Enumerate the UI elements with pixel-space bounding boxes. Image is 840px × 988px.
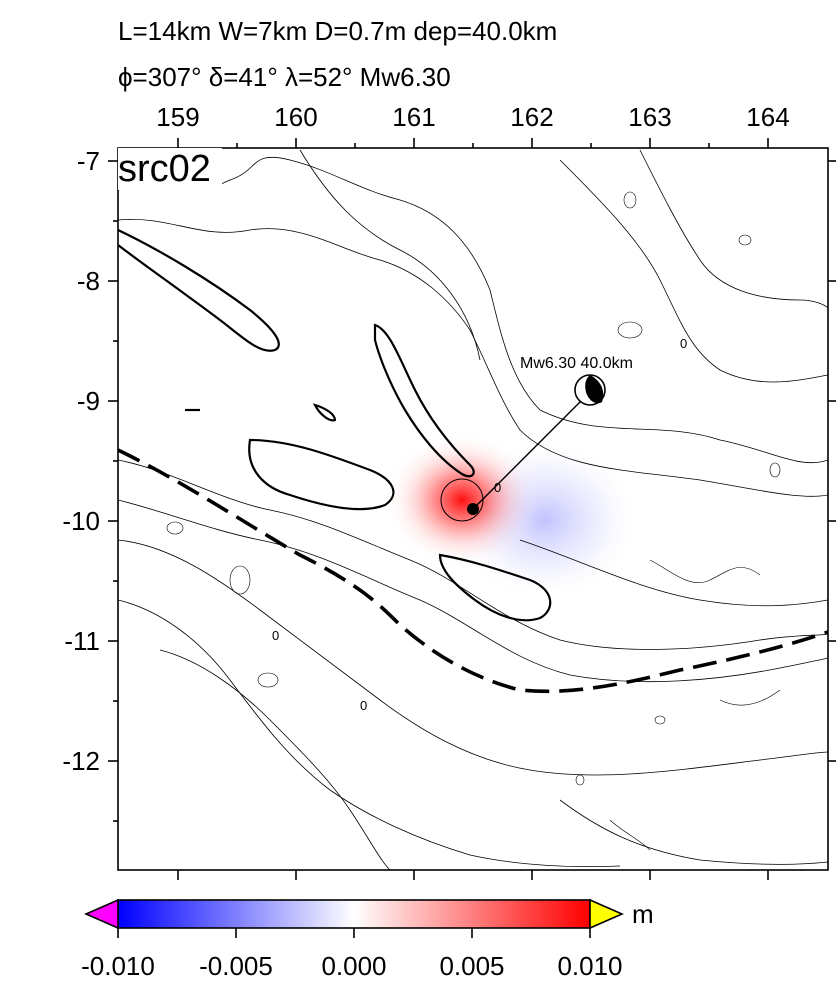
panel-label-bg (118, 148, 222, 190)
contour-label: 0 (680, 336, 687, 351)
lon-tick-label: 161 (392, 102, 435, 132)
lat-tick-label: -8 (77, 266, 100, 296)
lon-tick-label: 164 (746, 102, 789, 132)
uplift-area (384, 432, 540, 568)
source-parameters-line: L=14km W=7km D=0.7m dep=40.0km (118, 16, 558, 46)
colorbar-tick-label: 0.000 (321, 951, 386, 981)
contour-label: 0 (272, 628, 279, 643)
beachball-icon (574, 374, 606, 406)
colorbar-tick-label: -0.005 (199, 951, 273, 981)
colorbar (84, 898, 624, 938)
contour-label: 0 (494, 480, 501, 495)
lon-tick-label: 163 (628, 102, 671, 132)
lon-tick-label: 159 (156, 102, 199, 132)
colorbar-tick-label: 0.010 (557, 951, 622, 981)
source-marker (440, 392, 590, 522)
lat-tick-label: -9 (77, 386, 100, 416)
bathymetry-contours (118, 149, 828, 870)
contour-label: 0 (360, 698, 367, 713)
frame-ticks (108, 138, 836, 880)
deformation-field (384, 432, 640, 600)
colorbar-over-triangle (589, 898, 624, 930)
lat-tick-label: -10 (62, 506, 100, 536)
trench-line (118, 448, 828, 694)
colorbar-tick-label: -0.010 (81, 951, 155, 981)
lon-tick-label: 162 (510, 102, 553, 132)
colorbar-gradient (117, 899, 591, 929)
event-label: Mw6.30 40.0km (520, 355, 633, 372)
colorbar-under-triangle (84, 898, 119, 930)
lat-tick-label: -7 (77, 146, 100, 176)
colorbar-unit: m (632, 899, 654, 929)
lon-tick-label: 160 (274, 102, 317, 132)
lat-tick-label: -11 (64, 626, 100, 656)
focal-mechanism-line: ϕ=307° δ=41° λ=52° Mw6.30 (118, 62, 451, 92)
lat-tick-label: -12 (62, 746, 100, 776)
colorbar-tick-label: 0.005 (439, 951, 504, 981)
panel-label: src02 (118, 148, 211, 190)
